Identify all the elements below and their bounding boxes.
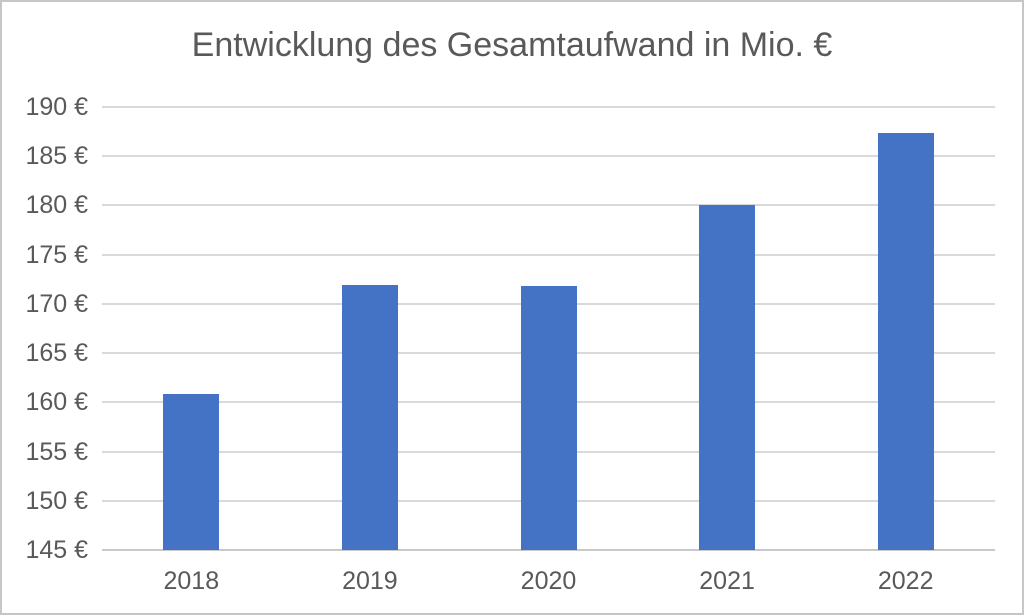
gridline xyxy=(102,106,995,108)
x-axis-label-2019: 2019 xyxy=(342,567,398,595)
gridline xyxy=(102,204,995,207)
x-axis-label-2022: 2022 xyxy=(877,567,934,595)
y-axis-tick-label: 170 € xyxy=(25,289,88,318)
x-axis-label-2020: 2020 xyxy=(520,567,577,595)
x-axis-line xyxy=(102,549,995,551)
bar-2022 xyxy=(877,132,934,550)
y-axis-tick-label: 145 € xyxy=(25,536,88,564)
gridline xyxy=(102,155,995,158)
chart-title: Entwicklung des Gesamtaufwand in Mio. € xyxy=(191,26,833,64)
y-axis-tick-label: 175 € xyxy=(25,240,88,269)
x-axis-label-2021: 2021 xyxy=(699,567,755,595)
plot-area xyxy=(102,106,995,551)
y-axis-tick-label: 190 € xyxy=(25,93,88,121)
y-axis-tick-label: 180 € xyxy=(25,191,88,220)
bar-2019 xyxy=(341,285,398,550)
y-axis-tick-label: 165 € xyxy=(25,339,88,368)
y-axis-tick-label: 185 € xyxy=(25,142,88,171)
y-axis-tick-label: 155 € xyxy=(25,437,88,466)
bar-2018 xyxy=(163,394,220,550)
bar-2020 xyxy=(520,286,577,550)
bar-2021 xyxy=(699,205,756,550)
y-axis-tick-label: 150 € xyxy=(25,486,88,515)
y-axis-tick-label: 160 € xyxy=(25,388,88,417)
gridline xyxy=(102,253,995,256)
x-axis-label-2018: 2018 xyxy=(163,567,220,595)
